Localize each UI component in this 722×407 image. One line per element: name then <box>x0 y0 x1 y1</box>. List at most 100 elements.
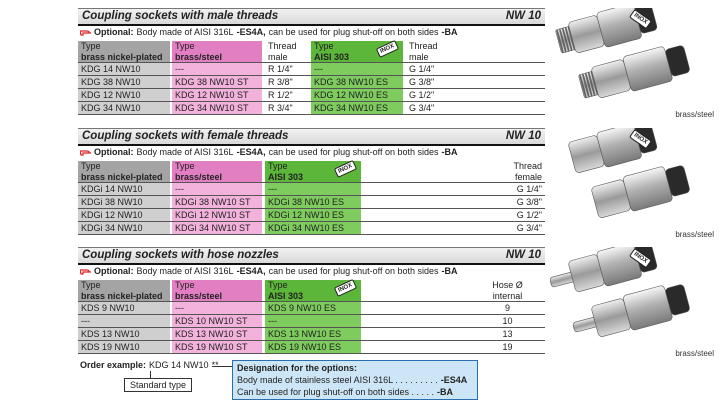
table-cell: R 1/2" <box>268 90 293 100</box>
row-rule <box>78 182 545 183</box>
table-cell: R 3/4" <box>268 103 293 113</box>
optional-label: Optional: <box>94 147 134 157</box>
header-cell: Type brass/steel <box>172 280 262 302</box>
optional-text: can be used for plug shut-off on both si… <box>268 147 439 157</box>
optional-text: can be used for plug shut-off on both si… <box>268 266 439 276</box>
coupling-photo <box>550 247 658 292</box>
header-line: Type <box>81 41 101 51</box>
table-cell: KDGi 12 NW10 <box>81 210 143 220</box>
header-cell: Type brass/steel <box>172 41 262 63</box>
table-cell: KDG 38 NW10 <box>81 77 141 87</box>
header-line: Type <box>175 41 195 51</box>
optional-line: Optional: Body made of AISI 316L -ES4A, can… <box>94 27 461 37</box>
designation-code: -ES4A <box>440 375 468 385</box>
header-line: Type <box>81 161 101 171</box>
table-cell: --- <box>268 184 277 194</box>
column-fill <box>172 63 262 115</box>
coupling-photo <box>578 45 690 99</box>
optional-text: Body made of AISI 316L <box>136 266 234 276</box>
coupling-photo <box>572 284 690 337</box>
header-line: Type <box>314 41 334 51</box>
product-image <box>550 247 690 337</box>
table-cell: KDS 13 NW10 ES <box>268 329 342 339</box>
designation-code: -BA <box>436 387 453 397</box>
image-caption: brass/steel <box>675 230 714 239</box>
table-cell: --- <box>81 316 90 326</box>
section-title: Coupling sockets with male threads <box>82 10 279 22</box>
header-cell: Type brass nickel-plated <box>78 280 170 302</box>
table-cell: 19 <box>502 342 513 352</box>
header-line: male <box>268 51 288 62</box>
table-cell: 13 <box>502 329 513 339</box>
column-fill <box>78 183 170 235</box>
table-cell: R 3/8" <box>268 77 293 87</box>
header-cell: Thread male <box>406 41 466 63</box>
hand-icon <box>80 269 91 275</box>
row-rule <box>78 88 545 89</box>
table-cell: KDG 12 NW10 ES <box>314 90 389 100</box>
column-fill <box>78 302 170 354</box>
table-cell: G 1/4" <box>516 184 542 194</box>
section-title-bar: Coupling sockets with female threads NW 1… <box>78 128 545 146</box>
table-cell: KDGi 38 NW10 ES <box>268 197 345 207</box>
optional-text: can be used for plug shut-off on both si… <box>268 27 439 37</box>
optional-code: -BA <box>441 266 458 276</box>
optional-label: Optional: <box>94 266 134 276</box>
section-size: NW 10 <box>505 10 541 22</box>
designation-line: Can be used for plug shut-off on both si… <box>237 386 473 398</box>
header-line: Thread <box>268 41 297 51</box>
optional-text: Body made of AISI 316L <box>136 27 234 37</box>
order-example: Order example: KDG 14 NW10 ** <box>80 360 222 370</box>
row-rule <box>78 340 545 341</box>
row-rule <box>78 221 545 222</box>
header-line: brass/steel <box>175 51 223 62</box>
table-cell: KDS 9 NW10 <box>81 303 135 313</box>
designation-text: Can be used for plug shut-off on both si… <box>237 387 434 397</box>
designation-box: Designation for the options: Body made of… <box>232 360 478 400</box>
header-cell: Type brass/steel <box>172 161 262 183</box>
header-line: Hose Ø <box>492 280 523 290</box>
table-cell: KDG 12 NW10 ST <box>175 90 249 100</box>
column-fill <box>265 302 361 354</box>
header-line: brass/steel <box>175 171 223 182</box>
header-line: Thread <box>409 41 438 51</box>
row-rule <box>78 62 545 63</box>
table-cell: G 3/8" <box>409 77 435 87</box>
table-cell: --- <box>314 64 323 74</box>
table-cell: G 1/4" <box>409 64 435 74</box>
column-fill <box>311 63 403 115</box>
header-line: Type <box>268 161 288 171</box>
optional-code: -BA <box>441 27 458 37</box>
table-cell: KDGi 34 NW10 <box>81 223 143 233</box>
header-line: brass nickel-plated <box>81 171 163 182</box>
table-cell: KDGi 38 NW10 <box>81 197 143 207</box>
row-rule <box>78 353 545 354</box>
product-image <box>555 8 690 99</box>
coupling-photo <box>568 128 658 173</box>
table-cell: G 1/2" <box>516 210 542 220</box>
table-cell: --- <box>175 64 184 74</box>
table-cell: KDG 34 NW10 ES <box>314 103 389 113</box>
section-title: Coupling sockets with female threads <box>82 130 289 142</box>
table-cell: --- <box>175 184 184 194</box>
header-line: Thread <box>513 161 542 171</box>
table-cell: KDS 19 NW10 <box>81 342 140 352</box>
header-line: Type <box>81 280 101 290</box>
optional-code: -ES4A, <box>236 147 266 157</box>
table-cell: 9 <box>504 303 510 313</box>
connector <box>212 366 232 367</box>
table-cell: G 3/4" <box>409 103 435 113</box>
header-cell: Type brass nickel-plated <box>78 161 170 183</box>
hand-icon <box>80 150 91 156</box>
column-fill <box>78 63 170 115</box>
hand-icon <box>80 30 91 36</box>
table-cell: G 1/2" <box>409 90 435 100</box>
designation-title: Designation for the options: <box>237 363 357 373</box>
table-cell: R 1/4" <box>268 64 293 74</box>
table-cell: KDG 12 NW10 <box>81 90 141 100</box>
table-cell: KDS 13 NW10 <box>81 329 140 339</box>
table-cell: --- <box>268 316 277 326</box>
row-rule <box>78 114 545 115</box>
standard-type: Standard type <box>124 378 193 392</box>
